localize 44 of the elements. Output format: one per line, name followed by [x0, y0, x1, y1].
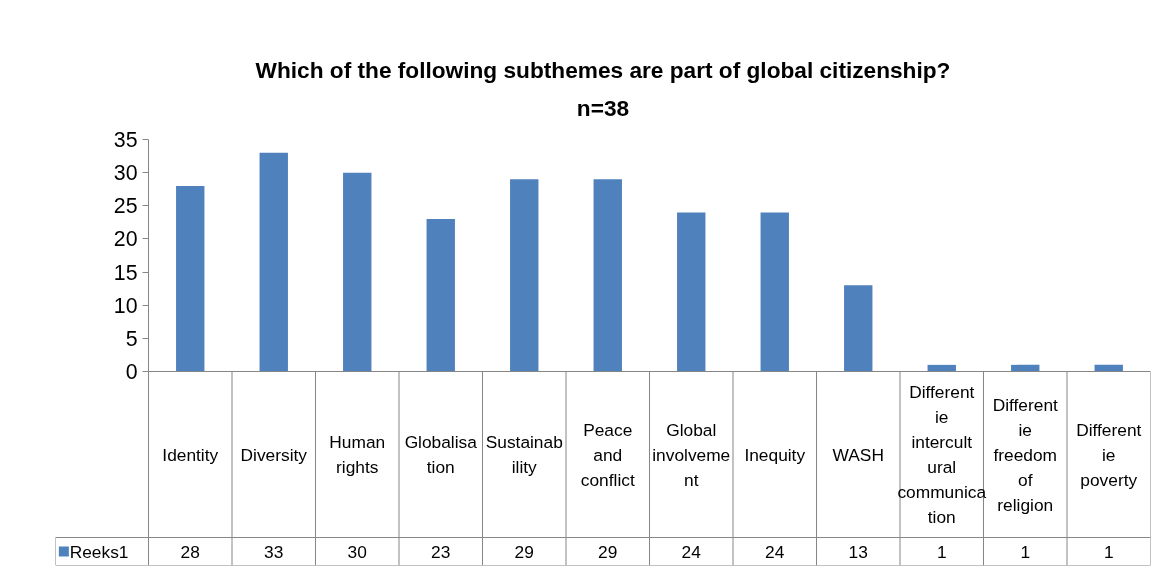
y-tick-label: 0: [125, 360, 138, 384]
y-tick-label: 15: [113, 260, 138, 285]
y-tick-label: 20: [113, 227, 138, 252]
x-tick-label: WASH: [832, 444, 884, 465]
legend-label: Reeks1: [69, 541, 129, 562]
data-label: 28: [180, 541, 200, 562]
data-label: 29: [514, 541, 534, 562]
data-label: 30: [347, 541, 367, 562]
x-tick-label: Peace and conflict: [580, 419, 635, 490]
bar: [176, 185, 205, 372]
data-label: 33: [264, 541, 284, 562]
x-tick-label: Human rights: [329, 432, 386, 477]
data-label: 23: [431, 541, 451, 562]
bar: [844, 285, 873, 372]
data-label: 1: [1103, 541, 1114, 562]
data-label: 29: [598, 541, 618, 562]
bar: [510, 179, 539, 372]
x-tick-label: Sustainability: [485, 432, 563, 477]
chart-title: Which of the following subthemes are part of global citizenship?: [255, 56, 951, 83]
bar: [259, 152, 288, 372]
x-tick-label: Differentie freedom of religion: [992, 394, 1059, 515]
x-tick-label: Diversity: [240, 444, 308, 465]
x-tick-label: Globalisation: [404, 432, 478, 477]
bar: [426, 219, 455, 372]
data-label: 1: [936, 541, 947, 562]
bar: [677, 212, 706, 372]
chart-subtitle: n=38: [576, 94, 630, 121]
y-tick-label: 30: [113, 161, 138, 186]
data-label: 1: [1020, 541, 1031, 562]
y-tick-label: 25: [113, 194, 138, 219]
x-tick-label: Inequity: [744, 444, 806, 465]
y-tick-label: 10: [113, 293, 138, 318]
x-tick-label: Global involvement: [652, 419, 731, 490]
y-tick-label: 35: [113, 128, 138, 152]
data-label: 24: [681, 541, 702, 562]
bar: [593, 179, 622, 372]
data-label: 13: [848, 541, 868, 562]
data-label: 24: [765, 541, 785, 562]
x-tick-label: Identity: [162, 444, 219, 465]
bar: [343, 172, 372, 372]
x-tick-label: Differentie poverty: [1076, 419, 1142, 490]
bar: [760, 212, 789, 372]
x-tick-label: Differentie intercultural communication: [897, 382, 987, 527]
y-tick-label: 5: [125, 326, 138, 351]
